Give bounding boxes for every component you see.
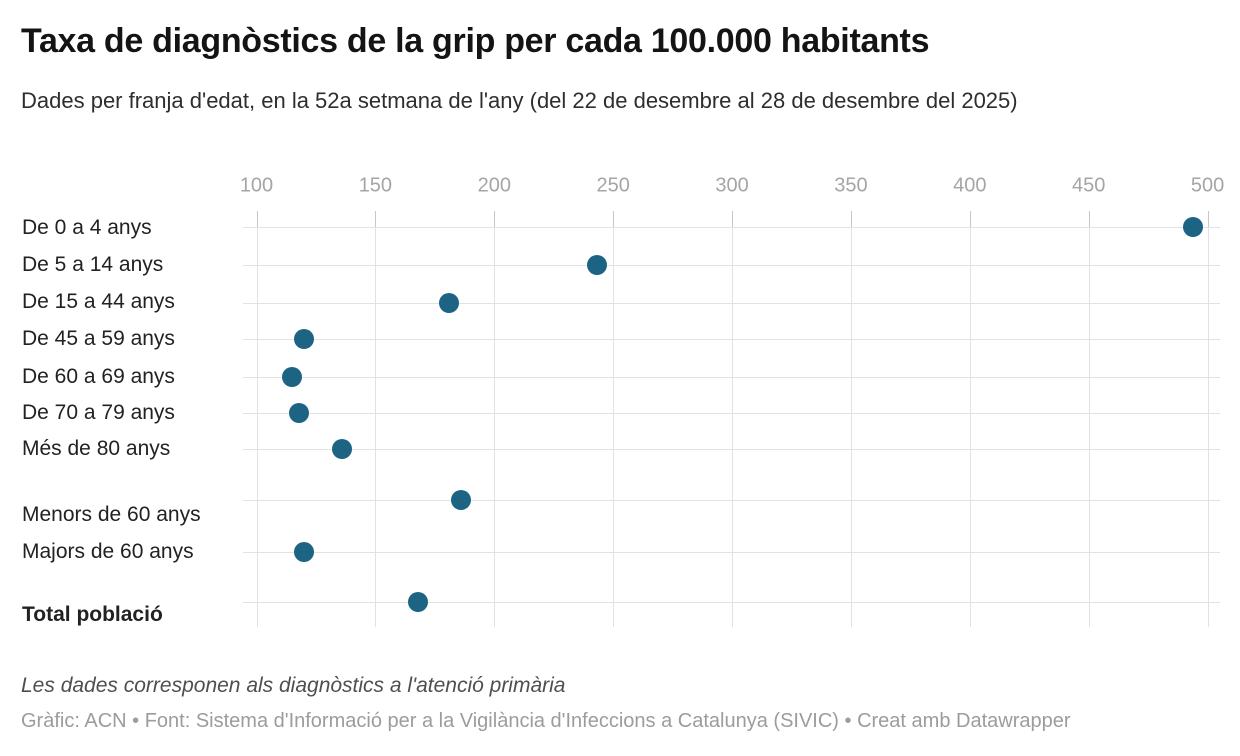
- data-point-dot[interactable]: [294, 329, 315, 349]
- x-tick-label: 350: [834, 174, 868, 197]
- row-gridline: [243, 377, 1220, 378]
- x-gridline: [256, 211, 258, 627]
- row-label: Més de 80 anys: [22, 437, 171, 460]
- x-tick-label: 400: [953, 174, 987, 197]
- row-label: De 15 a 44 anys: [22, 290, 175, 313]
- x-gridline: [1207, 211, 1209, 627]
- x-tick-label: 200: [477, 174, 511, 197]
- x-tick-mark: [613, 211, 615, 227]
- row-label: Majors de 60 anys: [22, 540, 194, 563]
- x-tick-label: 150: [358, 174, 393, 197]
- x-tick-label: 450: [1072, 174, 1106, 197]
- row-gridline: [243, 449, 1220, 450]
- row-gridline: [243, 303, 1220, 304]
- row-label: De 45 a 59 anys: [22, 327, 175, 350]
- x-tick-mark: [1088, 211, 1090, 227]
- x-gridline: [850, 211, 852, 627]
- row-label: Menors de 60 anys: [22, 503, 201, 526]
- data-point-dot[interactable]: [332, 439, 353, 459]
- x-tick-label: 250: [596, 174, 630, 197]
- row-label: De 60 a 69 anys: [22, 365, 175, 388]
- row-label: Total població: [22, 603, 163, 626]
- x-gridline: [494, 211, 496, 627]
- row-gridline: [243, 500, 1220, 501]
- x-tick-mark: [732, 211, 734, 227]
- chart-title: Taxa de diagnòstics de la grip per cada …: [21, 22, 930, 60]
- x-tick-label: 500: [1190, 174, 1225, 197]
- row-label: De 0 a 4 anys: [22, 216, 152, 239]
- x-tick-mark: [1207, 211, 1209, 227]
- data-point-dot[interactable]: [282, 367, 303, 387]
- x-gridline: [613, 211, 615, 627]
- data-point-dot[interactable]: [408, 592, 429, 612]
- row-gridline: [243, 602, 1220, 603]
- x-tick-label: 300: [715, 174, 749, 197]
- row-gridline: [243, 227, 1220, 228]
- x-tick-mark: [969, 211, 971, 227]
- x-gridline: [732, 211, 734, 627]
- chart-note: Les dades corresponen als diagnòstics a …: [21, 674, 566, 697]
- row-label: De 5 a 14 anys: [22, 253, 164, 276]
- x-tick-label: 100: [239, 174, 274, 197]
- data-point-dot[interactable]: [586, 255, 607, 275]
- row-gridline: [243, 552, 1220, 553]
- data-point-dot[interactable]: [450, 490, 471, 510]
- x-tick-mark: [256, 211, 258, 227]
- x-tick-mark: [494, 211, 496, 227]
- chart-byline: Gràfic: ACN • Font: Sistema d'Informació…: [21, 710, 1071, 732]
- data-point-dot[interactable]: [439, 293, 460, 313]
- x-tick-mark: [850, 211, 852, 227]
- chart-subtitle: Dades per franja d'edat, en la 52a setma…: [21, 88, 1018, 113]
- row-label: De 70 a 79 anys: [22, 401, 175, 424]
- x-gridline: [375, 211, 377, 627]
- row-gridline: [243, 339, 1220, 340]
- data-point-dot[interactable]: [289, 403, 310, 423]
- row-gridline: [243, 413, 1220, 414]
- x-gridline: [1088, 211, 1090, 627]
- x-tick-mark: [375, 211, 377, 227]
- x-gridline: [969, 211, 971, 627]
- data-point-dot[interactable]: [294, 542, 315, 562]
- data-point-dot[interactable]: [1183, 217, 1204, 237]
- row-gridline: [243, 265, 1220, 266]
